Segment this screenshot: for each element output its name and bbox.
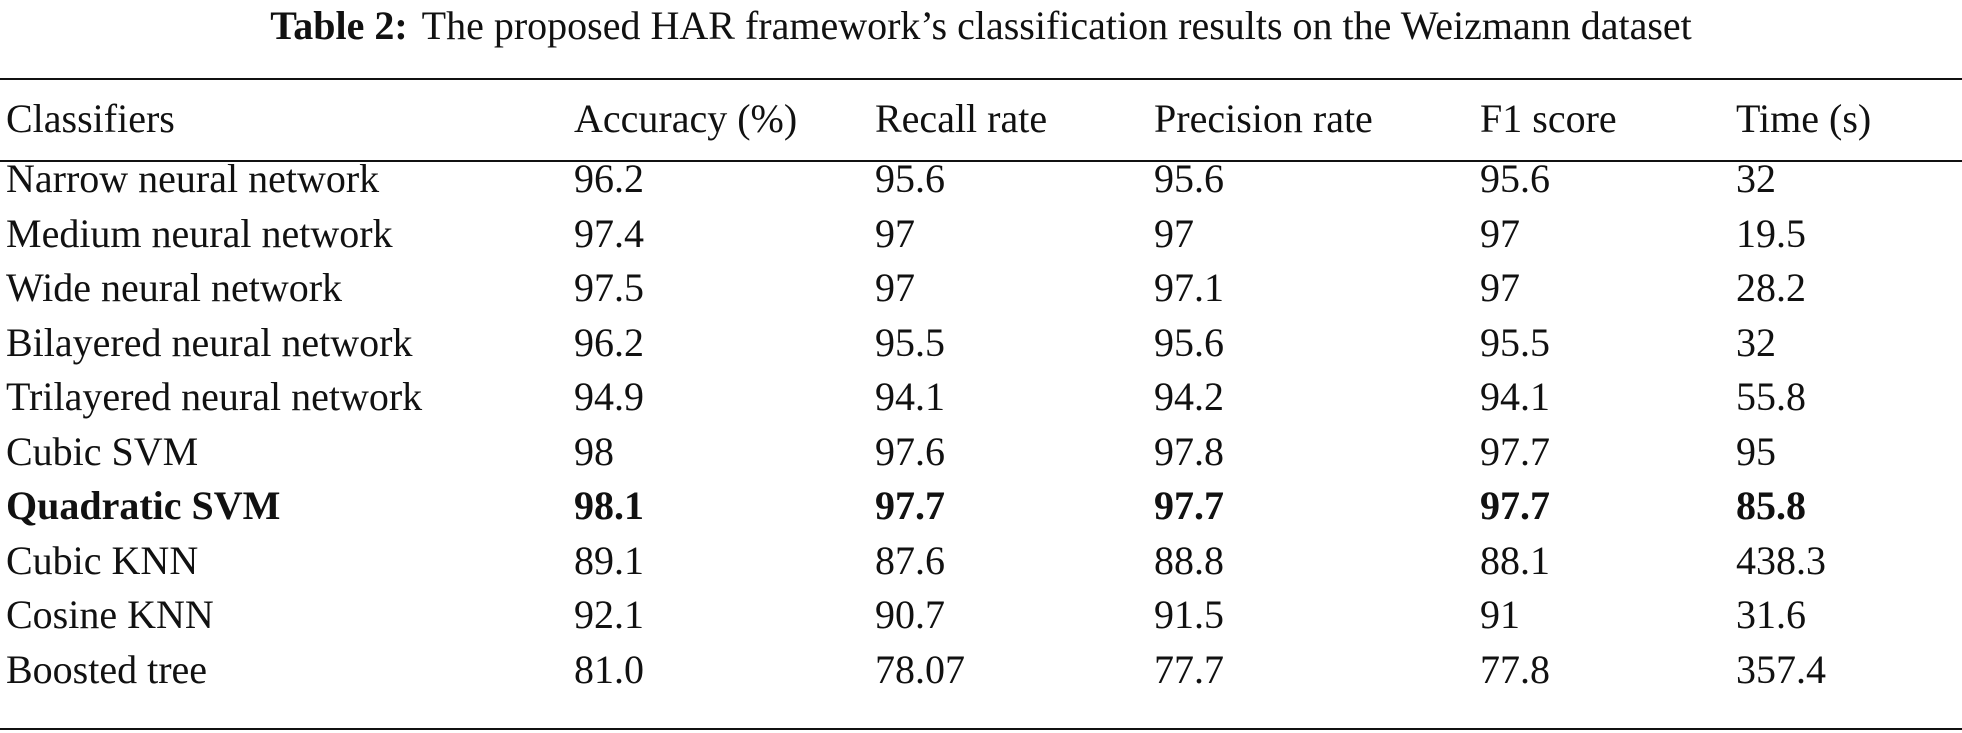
accuracy-cell: 97.5: [574, 265, 644, 310]
accuracy-cell: 98: [574, 428, 614, 474]
precision-cell: 77.7: [1154, 646, 1224, 692]
accuracy-cell: 98.1: [574, 483, 644, 528]
time-cell: 19.5: [1736, 210, 1806, 256]
f1-cell: 95.5: [1480, 319, 1550, 365]
recall-cell: 94.1: [875, 374, 945, 419]
precision-cell: 95.6: [1154, 319, 1224, 365]
f1-cell: 97: [1480, 210, 1520, 256]
table-row: Bilayered neural network 96.2 95.5 95.6 95.5…: [0, 316, 1962, 371]
time-cell: 85.8: [1736, 483, 1806, 528]
bottom-rule: [0, 728, 1962, 730]
f1-cell: 91: [1480, 592, 1520, 637]
recall-cell: 87.6: [875, 537, 945, 583]
recall-cell: 97.7: [875, 483, 945, 528]
classifier-cell: Wide neural network: [6, 265, 343, 310]
table-row: Cosine KNN 92.1 90.7 91.5 91 31.6: [0, 588, 1962, 643]
accuracy-cell: 94.9: [574, 374, 644, 419]
classifier-cell: Quadratic SVM: [6, 483, 281, 528]
recall-cell: 95.5: [875, 319, 945, 365]
recall-cell: 97: [875, 210, 915, 256]
time-cell: 28.2: [1736, 265, 1806, 310]
classifier-cell: Cubic KNN: [6, 537, 199, 583]
f1-cell: 95.6: [1480, 156, 1550, 201]
precision-cell: 91.5: [1154, 592, 1224, 637]
time-cell: 55.8: [1736, 374, 1806, 419]
accuracy-cell: 81.0: [574, 646, 644, 692]
header-row: Classifiers Accuracy (%) Recall rate Pre…: [0, 84, 1962, 152]
precision-cell: 97.8: [1154, 428, 1224, 474]
table-row: Trilayered neural network 94.9 94.1 94.2 94.…: [0, 370, 1962, 425]
header-f1: F1 score: [1480, 95, 1617, 141]
header-classifiers: Classifiers: [6, 95, 175, 141]
f1-cell: 94.1: [1480, 374, 1550, 419]
time-cell: 31.6: [1736, 592, 1806, 637]
precision-cell: 88.8: [1154, 537, 1224, 583]
accuracy-cell: 89.1: [574, 537, 644, 583]
classifier-cell: Trilayered neural network: [6, 374, 423, 419]
classifier-cell: Bilayered neural network: [6, 319, 413, 365]
header-time: Time (s): [1736, 95, 1872, 141]
precision-cell: 97.1: [1154, 265, 1224, 310]
header-precision: Precision rate: [1154, 95, 1373, 141]
f1-cell: 97: [1480, 265, 1520, 310]
time-cell: 95: [1736, 428, 1776, 474]
accuracy-cell: 96.2: [574, 319, 644, 365]
header-recall: Recall rate: [875, 95, 1048, 141]
classifier-cell: Cosine KNN: [6, 592, 214, 637]
table-row: Cubic KNN 89.1 87.6 88.8 88.1 438.3: [0, 534, 1962, 589]
f1-cell: 97.7: [1480, 428, 1550, 474]
recall-cell: 78.07: [875, 646, 965, 692]
recall-cell: 97.6: [875, 428, 945, 474]
f1-cell: 88.1: [1480, 537, 1550, 583]
f1-cell: 77.8: [1480, 646, 1550, 692]
table-caption: Table 2: The proposed HAR framework’s cla…: [0, 2, 1962, 50]
table-row: Narrow neural network 96.2 95.6 95.6 95.6 32: [0, 152, 1962, 207]
time-cell: 32: [1736, 319, 1776, 365]
classifier-cell: Narrow neural network: [6, 156, 380, 201]
time-cell: 438.3: [1736, 537, 1826, 583]
precision-cell: 97: [1154, 210, 1194, 256]
accuracy-cell: 92.1: [574, 592, 644, 637]
f1-cell: 97.7: [1480, 483, 1550, 528]
time-cell: 357.4: [1736, 646, 1826, 692]
caption-label: Table 2:: [270, 3, 408, 48]
top-rule: [0, 78, 1962, 80]
classifier-cell: Medium neural network: [6, 210, 393, 256]
accuracy-cell: 97.4: [574, 210, 644, 256]
accuracy-cell: 96.2: [574, 156, 644, 201]
results-body: Narrow neural network 96.2 95.6 95.6 95.6 32 M…: [0, 152, 1962, 697]
recall-cell: 97: [875, 265, 915, 310]
table-row: Cubic SVM 98 97.6 97.8 97.7 95: [0, 425, 1962, 480]
classifier-cell: Boosted tree: [6, 646, 208, 692]
table-row: Quadratic SVM 98.1 97.7 97.7 97.7 85.8: [0, 479, 1962, 534]
time-cell: 32: [1736, 156, 1776, 201]
recall-cell: 90.7: [875, 592, 945, 637]
table-row: Medium neural network 97.4 97 97 97 19.5: [0, 207, 1962, 262]
table-row: Boosted tree 81.0 78.07 77.7 77.8 357.4: [0, 643, 1962, 698]
header-rule: [0, 160, 1962, 162]
precision-cell: 95.6: [1154, 156, 1224, 201]
caption-text: The proposed HAR framework’s classificat…: [421, 3, 1692, 48]
recall-cell: 95.6: [875, 156, 945, 201]
classifier-cell: Cubic SVM: [6, 428, 199, 474]
precision-cell: 94.2: [1154, 374, 1224, 419]
header-accuracy: Accuracy (%): [574, 95, 798, 141]
table-row: Wide neural network 97.5 97 97.1 97 28.2: [0, 261, 1962, 316]
results-table: Classifiers Accuracy (%) Recall rate Pre…: [0, 84, 1962, 697]
precision-cell: 97.7: [1154, 483, 1224, 528]
